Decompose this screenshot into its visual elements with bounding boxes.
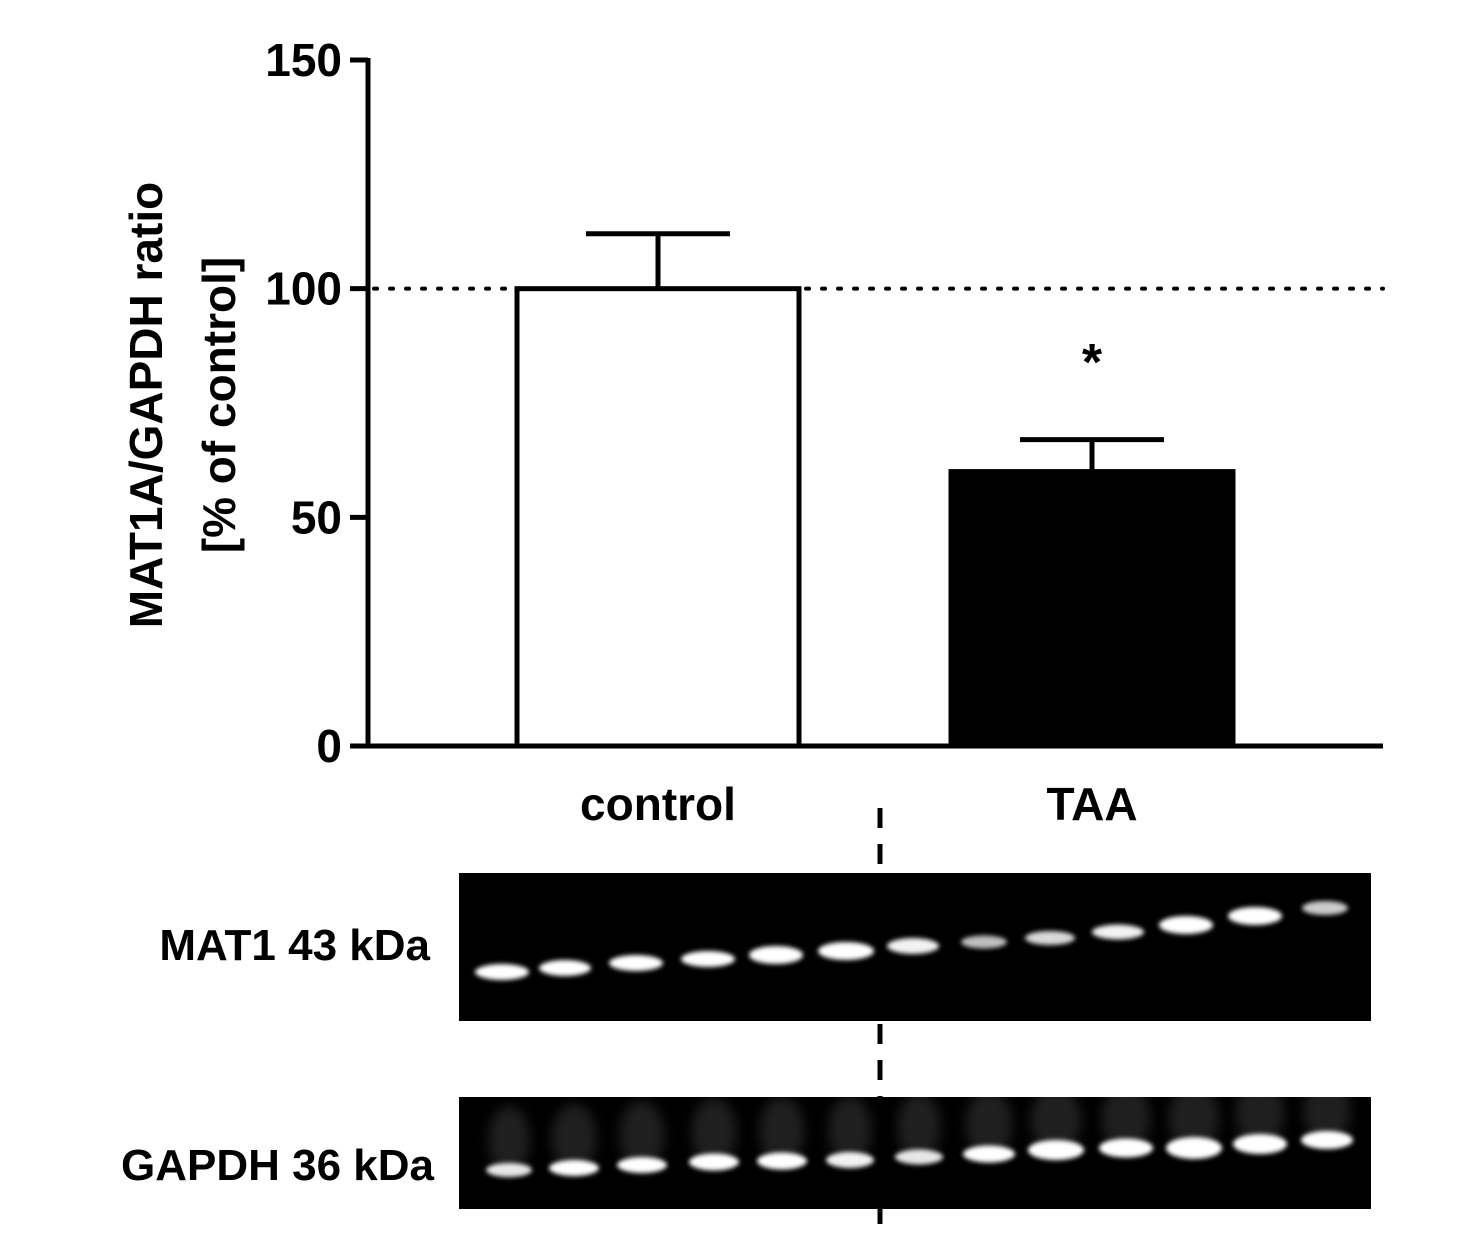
blot-band [1028, 1140, 1084, 1160]
blot-smear [897, 1093, 941, 1161]
blot-band [749, 946, 803, 964]
blot-smear [1030, 1086, 1082, 1154]
blot-band [1092, 924, 1144, 940]
blot-band [826, 1152, 874, 1168]
blot-band [609, 955, 663, 971]
blot-smear [691, 1098, 737, 1166]
blot-smear [1101, 1084, 1151, 1152]
blot-band [1166, 1137, 1222, 1159]
blot-band [486, 1163, 532, 1177]
bar-taa [948, 469, 1236, 749]
blot-smear [1303, 1076, 1351, 1144]
blot-band [887, 938, 939, 954]
blot-band [617, 1157, 667, 1173]
blot-band [1302, 901, 1348, 915]
blot-image-mat1 [459, 873, 1371, 1021]
blot-band [961, 935, 1007, 949]
y-axis-ticks: 0 50 100 150 [265, 34, 368, 772]
y-tick-label: 50 [291, 491, 342, 543]
blot-label-gapdh: GAPDH 36 kDa [121, 1141, 435, 1190]
bar-control [514, 286, 802, 749]
blot-label-mat1: MAT1 43 kDa [159, 921, 430, 970]
x-tick-label-taa: TAA [1046, 778, 1137, 830]
blot-band [1159, 916, 1213, 934]
blot-band [681, 951, 735, 967]
error-bars [586, 231, 1164, 472]
blot-band [1099, 1138, 1153, 1158]
blot-band [1301, 1131, 1353, 1149]
blot-smear [759, 1097, 805, 1165]
blot-band [689, 1153, 739, 1171]
annotations: * [1082, 334, 1103, 392]
x-axis-tick-labels: control TAA [580, 778, 1138, 830]
y-tick-label: 100 [265, 263, 342, 315]
blot-smear [965, 1090, 1013, 1158]
y-tick-label: 150 [265, 34, 342, 86]
blot-smear [551, 1104, 597, 1172]
blot-band [539, 960, 591, 976]
blot-band [757, 1152, 807, 1170]
x-tick-label-control: control [580, 778, 736, 830]
blot-band [1025, 931, 1075, 945]
y-axis-title-line2: [% of control] [193, 257, 245, 553]
western-blots: MAT1 43 kDa GAPDH 36 kDa [121, 873, 1371, 1209]
blot-smear [828, 1096, 872, 1164]
blot-band [549, 1160, 599, 1176]
blot-band [895, 1149, 943, 1165]
blot-band [1228, 907, 1282, 925]
blot-smear [619, 1101, 665, 1169]
y-axis-title-line1: MAT1A/GAPDH ratio [120, 182, 172, 628]
y-axis-title: MAT1A/GAPDH ratio [% of control] [120, 182, 245, 628]
blot-band [475, 964, 529, 980]
blot-band [818, 942, 874, 960]
blot-band [1233, 1134, 1287, 1154]
blot-smear [488, 1106, 530, 1174]
blot-band [963, 1145, 1015, 1163]
blot-image-gapdh [459, 1076, 1371, 1209]
significance-asterisk: * [1082, 334, 1103, 392]
y-tick-label: 0 [316, 720, 342, 772]
blot-smear [1168, 1084, 1220, 1152]
blot-smear [1235, 1080, 1285, 1148]
bars [514, 286, 1236, 749]
